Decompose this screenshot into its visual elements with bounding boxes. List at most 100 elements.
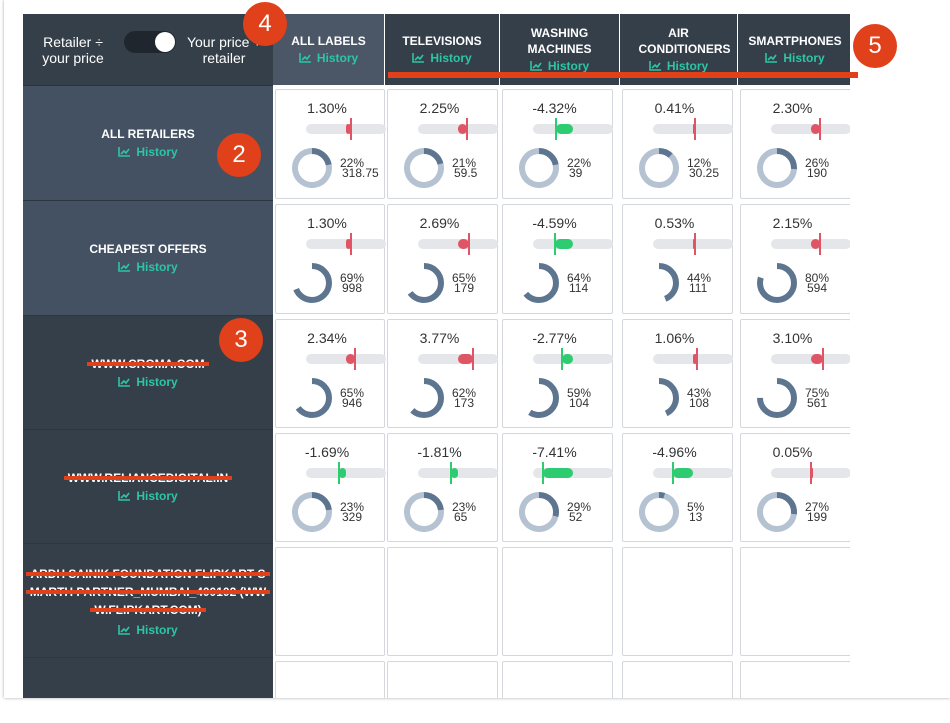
- price-cell[interactable]: -4.59% 64% 114: [502, 204, 613, 314]
- history-link[interactable]: History: [118, 488, 178, 503]
- coverage-share: 44%: [687, 271, 712, 285]
- price-diff-bar-marker: [672, 462, 675, 484]
- history-label[interactable]: History: [136, 488, 178, 503]
- price-diff-bar-marker: [810, 462, 813, 484]
- coverage-donut: [292, 492, 332, 532]
- price-cell[interactable]: 1.06% 43% 108: [622, 319, 733, 428]
- history-link[interactable]: History: [530, 59, 589, 73]
- toggle-knob[interactable]: [155, 32, 175, 52]
- price-diff-value: 0.41%: [654, 100, 695, 116]
- price-diff-bar-marker: [542, 462, 545, 484]
- price-diff-bar-fill: [339, 468, 346, 478]
- history-label[interactable]: History: [783, 51, 825, 65]
- coverage-share: 12%: [687, 156, 712, 170]
- price-cell[interactable]: -2.77% 59% 104: [502, 319, 613, 428]
- history-label[interactable]: History: [666, 59, 709, 73]
- price-cell[interactable]: [275, 547, 385, 656]
- retailer-name: WWW.RELIANCEDIGITAL.IN: [63, 470, 233, 485]
- price-cell[interactable]: 2.34% 65% 946: [275, 319, 386, 428]
- history-label[interactable]: History: [547, 59, 590, 73]
- history-link[interactable]: History: [118, 374, 178, 389]
- price-ratio-toggle[interactable]: [124, 31, 176, 53]
- history-label[interactable]: History: [430, 51, 472, 65]
- price-cell[interactable]: 1.30% 69% 998: [275, 204, 386, 314]
- price-diff-bar-marker: [694, 233, 697, 255]
- history-link[interactable]: History: [412, 51, 472, 65]
- price-cell[interactable]: -4.96% 5% 13: [622, 433, 733, 542]
- history-label[interactable]: History: [136, 622, 178, 637]
- retailer-row-header[interactable]: WWW.RELIANCEDIGITAL.IN History: [23, 430, 273, 544]
- price-cell[interactable]: 2.25% 21% 59.5: [387, 89, 498, 199]
- price-cell[interactable]: 0.41% 12% 30.25: [622, 89, 733, 199]
- price-cell[interactable]: [502, 661, 613, 698]
- history-link[interactable]: History: [118, 622, 178, 637]
- coverage-share: 26%: [805, 156, 830, 170]
- price-diff-bar: [653, 462, 733, 484]
- history-label[interactable]: History: [316, 51, 359, 65]
- price-cell[interactable]: 1.30% 22% 318.75: [275, 89, 386, 199]
- price-cell[interactable]: 0.53% 44% 111: [622, 204, 733, 314]
- price-cell[interactable]: [502, 547, 613, 656]
- price-diff-bar-fill: [450, 468, 458, 478]
- price-diff-bar: [533, 462, 613, 484]
- price-diff-bar: [771, 462, 850, 484]
- price-diff-bar: [653, 348, 733, 370]
- price-cell[interactable]: 2.30% 26% 190: [740, 89, 850, 199]
- coverage-share: 22%: [340, 156, 365, 170]
- retailer-name: CHEAPEST OFFERS: [89, 242, 207, 256]
- coverage-donut: [519, 148, 559, 188]
- coverage-share: 23%: [340, 500, 365, 514]
- retailer-name: W.FLIPKART.COM): [90, 602, 206, 617]
- price-cell[interactable]: 2.15% 80% 594: [740, 204, 850, 314]
- price-diff-bar-marker: [338, 462, 341, 484]
- toggle-left-label: Retailer ÷ your price: [42, 34, 104, 66]
- price-diff-bar-fill: [458, 354, 474, 364]
- history-link[interactable]: History: [118, 145, 178, 159]
- price-cell[interactable]: [622, 547, 733, 656]
- retailer-row-header[interactable]: CHEAPEST OFFERS History: [23, 201, 273, 316]
- price-cell[interactable]: -7.41% 29% 52: [502, 433, 613, 542]
- offer-count: 30.25: [689, 166, 720, 180]
- offer-count: 114: [569, 281, 589, 295]
- column-header[interactable]: ALL LABELS History: [273, 14, 384, 85]
- price-cell[interactable]: [387, 661, 498, 698]
- offer-count: 108: [689, 396, 710, 410]
- price-diff-bar: [418, 348, 498, 370]
- history-link[interactable]: History: [118, 260, 178, 274]
- price-diff-bar: [771, 118, 850, 140]
- price-cell[interactable]: 3.10% 75% 561: [740, 319, 850, 428]
- history-label[interactable]: History: [136, 374, 178, 389]
- price-cell[interactable]: [387, 547, 498, 656]
- history-label[interactable]: History: [136, 260, 178, 274]
- history-link[interactable]: History: [299, 51, 358, 65]
- price-cell[interactable]: [275, 661, 385, 698]
- price-diff-bar: [771, 348, 850, 370]
- price-cell[interactable]: 2.69% 65% 179: [387, 204, 498, 314]
- chart-line-icon: [118, 376, 131, 387]
- price-cell[interactable]: -4.32% 22% 39: [502, 89, 613, 199]
- coverage-share: 21%: [452, 156, 477, 170]
- retailer-name: WWW.CROMA.COM: [87, 356, 209, 371]
- coverage-donut: [519, 378, 559, 418]
- retailer-row-header[interactable]: ARDH SAINIK FOUNDATION FLIPKART S MARTH P…: [23, 544, 273, 658]
- history-link[interactable]: History: [649, 59, 708, 73]
- price-cell[interactable]: -1.81% 23% 65: [387, 433, 498, 542]
- price-diff-value: 0.53%: [654, 215, 695, 231]
- price-cell[interactable]: 0.05% 27% 199: [740, 433, 850, 542]
- offer-count: 13: [689, 510, 703, 524]
- price-diff-bar-fill: [811, 239, 820, 249]
- history-link[interactable]: History: [765, 51, 825, 65]
- coverage-donut: [404, 492, 444, 532]
- price-diff-value: -4.96%: [652, 444, 697, 460]
- price-diff-value: 3.10%: [772, 330, 813, 346]
- price-cell[interactable]: -1.69% 23% 329: [275, 433, 386, 542]
- retailer-row-header[interactable]: [23, 658, 273, 698]
- price-cell[interactable]: [740, 547, 850, 656]
- price-diff-bar-marker: [466, 118, 468, 140]
- price-cell[interactable]: 3.77% 62% 173: [387, 319, 498, 428]
- price-cell[interactable]: [622, 661, 733, 698]
- coverage-share: 69%: [340, 271, 365, 285]
- price-cell[interactable]: [740, 661, 850, 698]
- retailer-name: ARDH SAINIK FOUNDATION FLIPKART S: [26, 566, 270, 581]
- history-label[interactable]: History: [136, 145, 178, 159]
